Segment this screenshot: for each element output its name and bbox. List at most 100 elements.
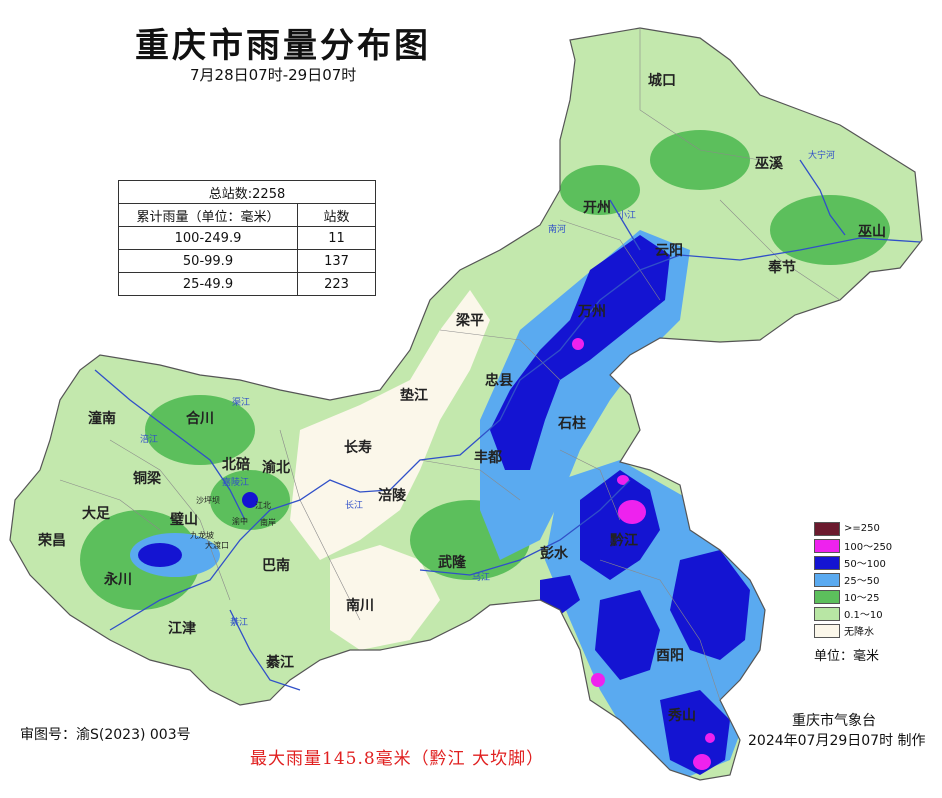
river-label-changjiang: 长江 bbox=[345, 499, 363, 511]
legend-item: 10～25 bbox=[814, 588, 892, 605]
legend-swatch bbox=[814, 572, 840, 587]
svg-text:秀山: 秀山 bbox=[667, 707, 696, 724]
range-cell: 50-99.9 bbox=[118, 249, 298, 273]
wujiang-river bbox=[419, 479, 631, 576]
legend-label: 100～250 bbox=[844, 542, 893, 553]
svg-text:合川: 合川 bbox=[186, 410, 214, 427]
svg-text:丰都: 丰都 bbox=[474, 449, 502, 466]
svg-text:綦江: 綦江 bbox=[265, 654, 294, 671]
river-label-qujiang: 渠江 bbox=[232, 396, 250, 408]
legend-label: >=250 bbox=[844, 523, 880, 534]
svg-text:石柱: 石柱 bbox=[557, 415, 586, 432]
legend-item: 0.1～10 bbox=[814, 605, 892, 622]
svg-text:奉节: 奉节 bbox=[768, 259, 796, 276]
district-boundaries bbox=[59, 28, 841, 701]
range-cell: 100-249.9 bbox=[118, 226, 298, 250]
svg-text:永川: 永川 bbox=[103, 571, 132, 588]
max-rainfall-note: 最大雨量145.8毫米（黔江 大坎脚） bbox=[250, 749, 545, 769]
legend-label: 无降水 bbox=[844, 627, 874, 638]
legend-item: 50～100 bbox=[814, 554, 892, 571]
table-row: 100-249.9 11 bbox=[118, 226, 376, 250]
svg-text:万州: 万州 bbox=[577, 304, 606, 320]
total-stations: 总站数:2258 bbox=[118, 180, 376, 204]
count-cell: 11 bbox=[297, 226, 376, 250]
svg-text:荣昌: 荣昌 bbox=[37, 532, 66, 549]
agency-name: 重庆市气象台 bbox=[792, 713, 876, 729]
legend-swatch bbox=[814, 606, 840, 621]
river-label-fujiang: 涪江 bbox=[140, 433, 158, 445]
svg-text:南岸: 南岸 bbox=[260, 517, 276, 527]
legend-swatch bbox=[814, 538, 840, 553]
svg-text:潼南: 潼南 bbox=[88, 410, 116, 427]
range-cell: 25-49.9 bbox=[118, 272, 298, 296]
map-review-number: 审图号：渝S(2023) 003号 bbox=[20, 727, 191, 743]
station-stats-table: 总站数:2258 累计雨量（单位：毫米） 站数 100-249.9 11 50-… bbox=[118, 180, 376, 296]
legend-label: 50～100 bbox=[844, 559, 886, 570]
daning-river bbox=[799, 159, 846, 236]
svg-text:巫溪: 巫溪 bbox=[755, 155, 784, 172]
yangtze-river bbox=[109, 237, 921, 631]
legend-unit: 单位：毫米 bbox=[814, 649, 880, 664]
production-time: 2024年07月29日07时 制作 bbox=[748, 733, 926, 749]
svg-text:城口: 城口 bbox=[648, 72, 676, 89]
svg-text:忠县: 忠县 bbox=[485, 373, 513, 389]
svg-text:北碚: 北碚 bbox=[222, 456, 250, 473]
col-header-count: 站数 bbox=[297, 203, 376, 227]
svg-text:梁平: 梁平 bbox=[455, 312, 484, 329]
svg-text:南川: 南川 bbox=[346, 597, 374, 614]
col-header-range: 累计雨量（单位：毫米） bbox=[118, 203, 298, 227]
legend-swatch bbox=[814, 589, 840, 604]
river-label-wujiang: 乌江 bbox=[472, 571, 490, 583]
svg-text:巫山: 巫山 bbox=[858, 224, 886, 240]
svg-text:铜梁: 铜梁 bbox=[133, 470, 162, 487]
map-subtitle: 7月28日07时-29日07时 bbox=[190, 66, 357, 84]
xiaojiang-river bbox=[609, 199, 641, 251]
svg-text:渝北: 渝北 bbox=[262, 459, 290, 476]
svg-text:大渡口: 大渡口 bbox=[205, 540, 229, 550]
svg-text:渝中: 渝中 bbox=[232, 516, 248, 526]
svg-text:垫江: 垫江 bbox=[400, 387, 428, 404]
svg-text:云阳: 云阳 bbox=[655, 243, 683, 259]
jialing-river bbox=[94, 369, 246, 521]
legend-item: >=250 bbox=[814, 520, 892, 537]
svg-text:开州: 开州 bbox=[583, 200, 611, 216]
svg-text:巴南: 巴南 bbox=[262, 557, 290, 574]
river-label-qijiang: 綦江 bbox=[230, 616, 248, 628]
legend-item: 25～50 bbox=[814, 571, 892, 588]
legend-item: 100～250 bbox=[814, 537, 892, 554]
qijiang-river bbox=[229, 609, 301, 691]
river-label-daning: 大宁河 bbox=[808, 149, 835, 161]
legend-swatch bbox=[814, 555, 840, 570]
rainfall-legend: >=250 100～250 50～100 25～50 10～25 0.1～10 … bbox=[814, 520, 892, 664]
svg-text:武隆: 武隆 bbox=[438, 554, 467, 571]
urban-labels: 沙坪坝 九龙坡 大渡口 江北 南岸 渝中 bbox=[190, 496, 276, 550]
svg-text:大足: 大足 bbox=[82, 505, 111, 522]
legend-label: 10～25 bbox=[844, 593, 880, 604]
river-label-nanhe: 南河 bbox=[548, 223, 566, 235]
count-cell: 137 bbox=[297, 249, 376, 273]
table-row: 50-99.9 137 bbox=[118, 249, 376, 273]
river-label-xiaojiang: 小江 bbox=[618, 210, 636, 221]
count-cell: 223 bbox=[297, 272, 376, 296]
city-boundary bbox=[9, 27, 923, 781]
svg-text:江津: 江津 bbox=[168, 620, 196, 637]
svg-text:长寿: 长寿 bbox=[344, 439, 372, 456]
legend-label: 25～50 bbox=[844, 576, 880, 587]
legend-swatch bbox=[814, 623, 840, 638]
svg-text:沙坪坝: 沙坪坝 bbox=[196, 496, 220, 505]
svg-text:黔江: 黔江 bbox=[610, 532, 638, 549]
svg-text:九龙坡: 九龙坡 bbox=[190, 530, 214, 540]
svg-text:酉阳: 酉阳 bbox=[656, 648, 684, 664]
map-title: 重庆市雨量分布图 bbox=[135, 26, 431, 66]
legend-label: 0.1～10 bbox=[844, 610, 883, 621]
table-row: 25-49.9 223 bbox=[118, 272, 376, 296]
svg-text:璧山: 璧山 bbox=[169, 511, 198, 528]
river-label-jialing: 嘉陵江 bbox=[222, 476, 249, 488]
rivers bbox=[94, 159, 921, 691]
legend-item: 无降水 bbox=[814, 622, 892, 639]
svg-text:江北: 江北 bbox=[255, 501, 271, 510]
place-labels: 城口 巫溪 开州 云阳 巫山 奉节 梁平 万州 忠县 垫江 石柱 长寿 丰都 潼… bbox=[37, 72, 886, 724]
legend-swatch bbox=[814, 521, 840, 536]
